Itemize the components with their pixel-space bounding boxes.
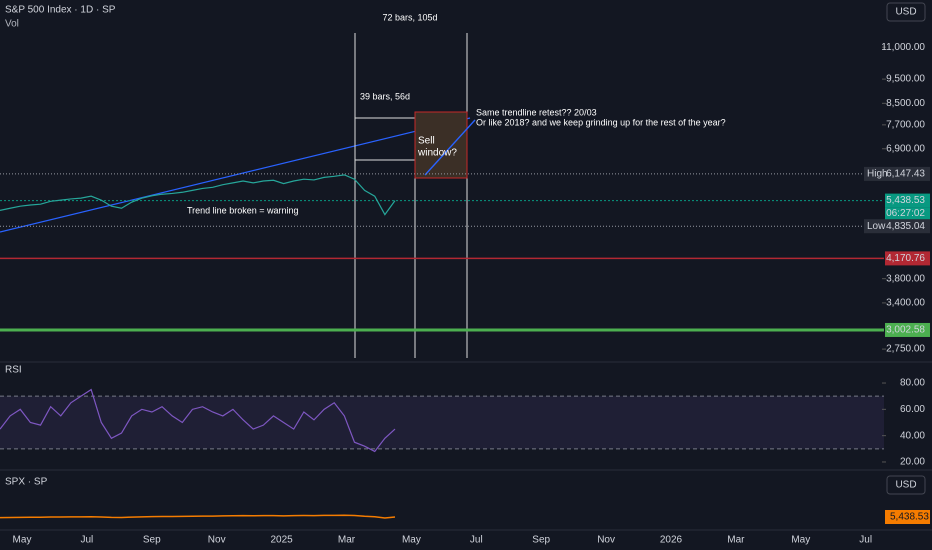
currency-button[interactable] (886, 475, 926, 495)
rsi-tick-label: 80.00 (900, 378, 925, 389)
range-label: 39 bars, 56d (360, 91, 410, 101)
price-tick-label: 11,000.00 (881, 42, 925, 53)
rsi-line (0, 388, 396, 453)
spx-price-box (885, 510, 930, 524)
currency: USD (895, 480, 916, 491)
time-label: Jul (81, 535, 94, 546)
time-label: 2025 (270, 535, 293, 546)
price-label: 6,147.43 (886, 169, 925, 180)
price-box (885, 219, 930, 234)
price-label: 3,002.58 (886, 325, 925, 336)
note: Same trendline retest?? 20/03 (476, 107, 597, 117)
time-label: Sep (143, 535, 161, 546)
price-box (885, 207, 930, 220)
note: window? (417, 148, 457, 159)
level-tag (864, 219, 885, 234)
time-label: May (13, 535, 32, 546)
rsi-tick-label: 60.00 (900, 404, 925, 415)
price-tick-label: 3,800.00 (886, 273, 925, 284)
range-label: 72 bars, 105d (382, 12, 437, 22)
time-label: Mar (338, 535, 356, 546)
price-label: 4,835.04 (886, 221, 925, 232)
price-tick-label: 8,500.00 (886, 98, 925, 109)
price-box (885, 166, 930, 181)
note: Or like 2018? and we keep grinding up fo… (476, 117, 726, 127)
spx-price: 5,438.53 (890, 512, 929, 523)
rsi-tick-label: 20.00 (900, 457, 925, 468)
symbol-title: S&P 500 Index · 1D · SP (5, 5, 116, 16)
price-tick-label: 3,400.00 (886, 298, 925, 309)
price-label: 4,170.76 (886, 253, 925, 264)
time-label: May (402, 535, 421, 546)
price-tick-label: 2,750.00 (886, 344, 925, 355)
time-label: 2026 (660, 535, 683, 546)
currency-button[interactable] (886, 2, 926, 22)
time-label: Jul (470, 535, 483, 546)
time-label: Nov (208, 535, 226, 546)
level-name: High (867, 169, 888, 180)
price-box (885, 322, 930, 337)
retest-arrow (424, 119, 476, 176)
note: Trend line broken = warning (187, 205, 298, 215)
currency: USD (895, 7, 916, 18)
note: Sell (418, 136, 435, 147)
price-box (885, 193, 930, 208)
rsi-tick-label: 40.00 (900, 430, 925, 441)
sell-window-box (414, 111, 468, 179)
price-label: 5,438.53 (886, 195, 925, 206)
price-box (885, 251, 930, 266)
time-label: May (791, 535, 810, 546)
level-tag (864, 166, 885, 181)
price-tick-label: 7,700.00 (886, 119, 925, 130)
trend-line (0, 117, 471, 233)
rsi-title: RSI (5, 365, 22, 376)
countdown: 06:27:02 (886, 208, 925, 219)
time-label: Sep (532, 535, 550, 546)
price-tick-label: 6,900.00 (886, 143, 925, 154)
price-line (0, 174, 396, 216)
spx-title: SPX · SP (5, 477, 48, 488)
volume-label: Vol (5, 19, 19, 30)
price-tick-label: 9,500.00 (886, 74, 925, 85)
time-label: Nov (597, 535, 615, 546)
rsi-band (0, 396, 884, 449)
spx-line (0, 514, 396, 519)
time-label: Jul (859, 535, 872, 546)
time-label: Mar (727, 535, 745, 546)
level-name: Low (867, 221, 886, 232)
